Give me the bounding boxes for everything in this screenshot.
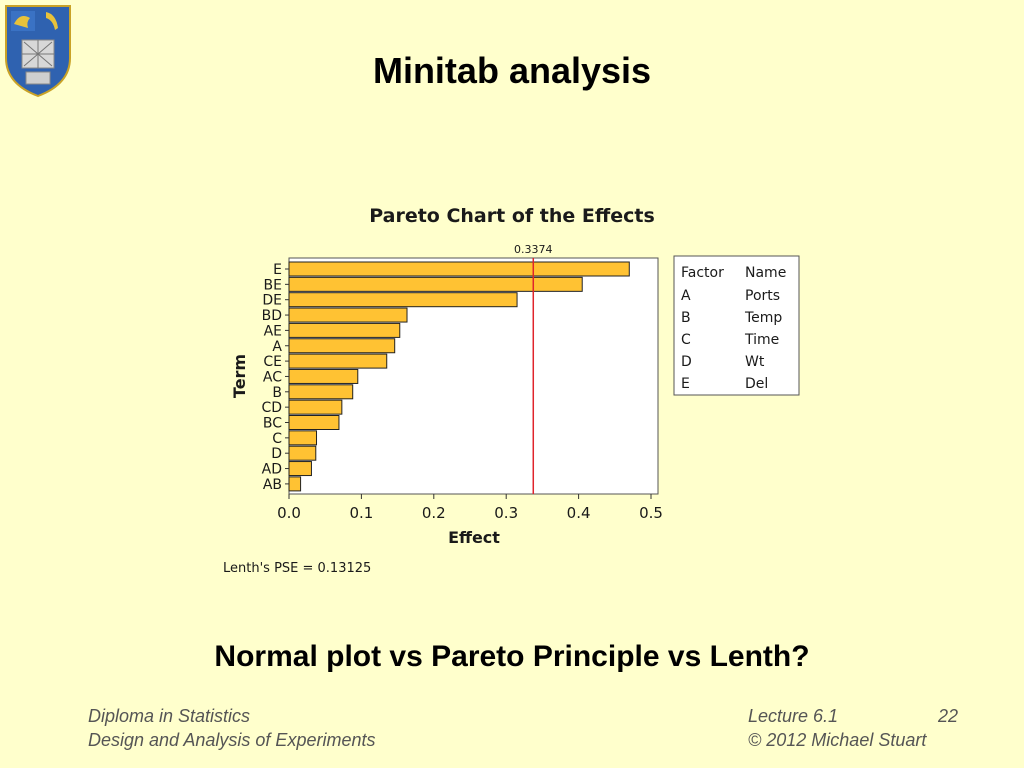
y-tick-label: AB xyxy=(263,477,282,493)
bar-e xyxy=(288,261,630,277)
footer-lecture: Lecture 6.1 xyxy=(748,706,839,726)
y-tick-label: CD xyxy=(261,400,282,416)
legend-box xyxy=(673,255,800,396)
bar-b xyxy=(288,384,354,400)
y-tick-label: AE xyxy=(264,323,282,339)
footer-course: Diploma in Statistics xyxy=(88,706,251,726)
bar-a xyxy=(288,338,396,354)
bar-ac xyxy=(288,368,359,384)
slide-subheading: Normal plot vs Pareto Principle vs Lenth… xyxy=(214,640,810,673)
x-axis-title: Effect xyxy=(448,528,500,547)
y-tick-label: BD xyxy=(262,308,282,324)
factor-legend: Factor Name A Ports B Temp C Time D Wt E… xyxy=(673,255,800,396)
legend-factor: C xyxy=(681,332,691,348)
y-tick-label: C xyxy=(272,431,282,447)
footer-left: Diploma in Statistics Design and Analysi… xyxy=(88,704,375,752)
footer-copyright: © 2012 Michael Stuart xyxy=(748,730,927,750)
legend-factor: E xyxy=(681,376,690,392)
footer-right: Lecture 6.1 22 © 2012 Michael Stuart xyxy=(748,704,958,752)
slide-title: Minitab analysis xyxy=(372,50,652,91)
chart-title: Pareto Chart of the Effects xyxy=(369,205,655,227)
y-axis-title: Term xyxy=(230,354,249,398)
legend-name: Del xyxy=(745,376,768,392)
x-tick-label: 0.0 xyxy=(277,504,301,522)
x-tick-label: 0.5 xyxy=(639,504,663,522)
y-tick-label: AC xyxy=(263,369,282,385)
footer-module: Design and Analysis of Experiments xyxy=(88,730,376,750)
y-tick-label: D xyxy=(271,446,282,462)
legend-name: Wt xyxy=(745,354,765,370)
bar-c xyxy=(288,430,318,446)
bar-de xyxy=(288,292,518,308)
bar-ae xyxy=(288,322,401,338)
x-tick-label: 0.4 xyxy=(567,504,591,522)
bar-ad xyxy=(288,461,312,477)
y-tick-label: B xyxy=(272,385,282,401)
lenth-pse-note: Lenth's PSE = 0.13125 xyxy=(223,561,371,576)
bar-bc xyxy=(288,415,340,430)
legend-header-factor: Factor xyxy=(681,265,724,281)
y-tick-label: E xyxy=(273,262,282,278)
y-tick-label: BE xyxy=(264,277,282,293)
legend-name: Ports xyxy=(745,288,780,304)
y-tick-label: BC xyxy=(263,416,282,432)
legend-factor: D xyxy=(681,354,692,370)
x-tick-label: 0.3 xyxy=(494,504,518,522)
legend-factor: A xyxy=(681,288,691,304)
reference-line-label: 0.3374 xyxy=(514,243,553,256)
legend-name: Time xyxy=(744,332,779,348)
legend-name: Temp xyxy=(744,310,782,326)
bar-ce xyxy=(288,353,388,369)
bar-cd xyxy=(288,399,343,415)
x-tick-label: 0.2 xyxy=(422,504,446,522)
bar-bd xyxy=(288,307,408,323)
x-tick-label: 0.1 xyxy=(349,504,373,522)
bar-be xyxy=(288,276,583,292)
footer-page-number: 22 xyxy=(937,706,958,726)
y-tick-label: A xyxy=(272,339,282,355)
college-crest xyxy=(5,5,71,98)
y-tick-label: CE xyxy=(263,354,282,370)
legend-header-name: Name xyxy=(745,265,786,281)
legend-factor: B xyxy=(681,310,691,326)
bar-ab xyxy=(288,476,302,492)
y-tick-label: DE xyxy=(262,293,282,309)
y-tick-label: AD xyxy=(262,462,282,478)
bar-d xyxy=(288,445,317,461)
